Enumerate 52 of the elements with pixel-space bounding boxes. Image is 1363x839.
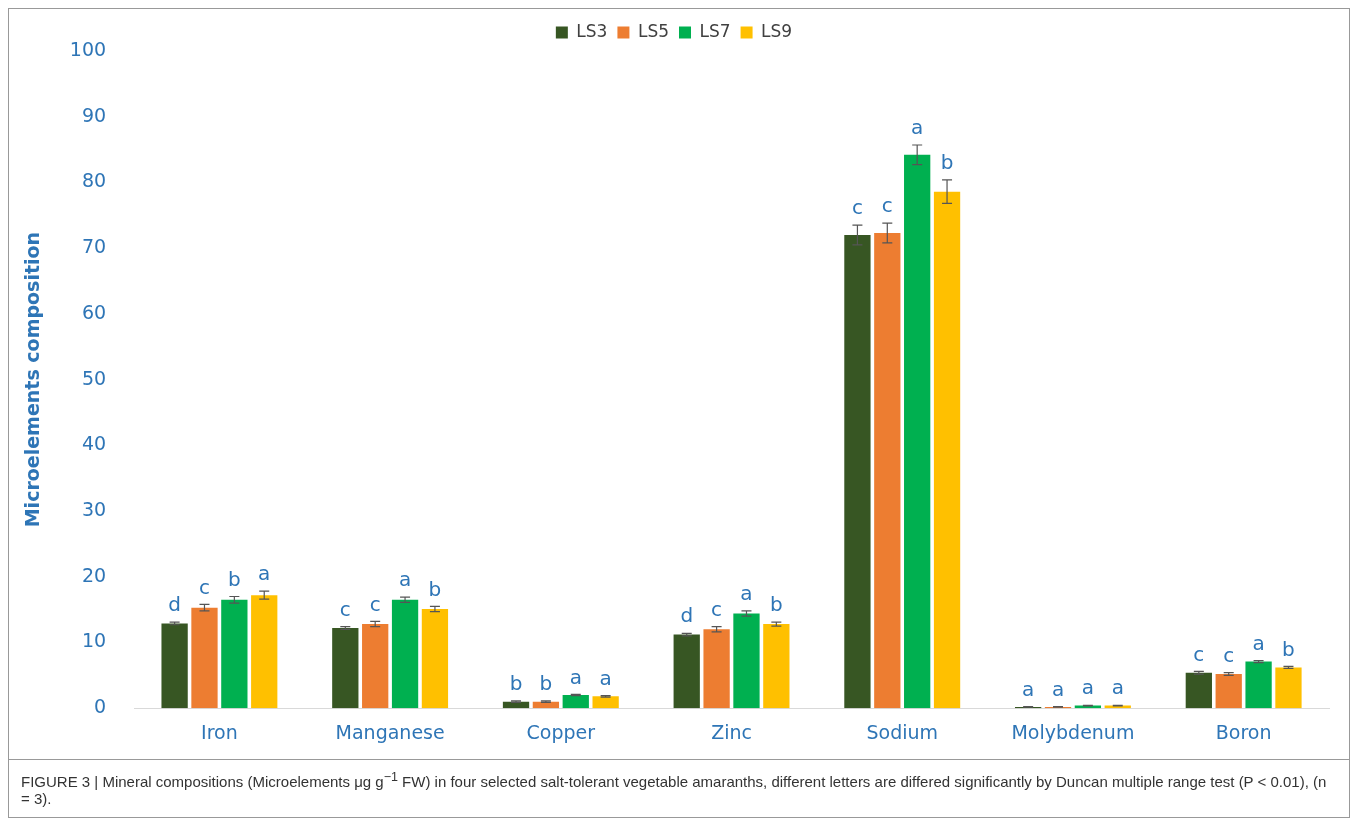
data-label: c xyxy=(1223,642,1235,667)
y-tick-label: 20 xyxy=(81,563,107,586)
x-tick-label: Manganese xyxy=(335,720,445,743)
data-label: c xyxy=(881,193,893,218)
data-label: b xyxy=(539,671,553,696)
data-label: a xyxy=(740,581,753,606)
data-label: c xyxy=(339,596,351,621)
legend-label: LS5 xyxy=(637,20,669,41)
data-label: b xyxy=(769,592,783,617)
data-label: a xyxy=(599,665,612,690)
x-tick-label: Copper xyxy=(526,720,596,743)
data-label: d xyxy=(168,592,181,617)
x-tick-label: Iron xyxy=(201,720,238,743)
legend-label: LS7 xyxy=(699,20,731,41)
y-tick-label: 10 xyxy=(81,629,107,652)
data-label: b xyxy=(1282,636,1295,661)
data-label: a xyxy=(1252,630,1265,655)
data-label: b xyxy=(509,671,523,696)
y-tick-label: 30 xyxy=(81,497,107,520)
y-tick-label: 90 xyxy=(81,103,107,126)
data-label: a xyxy=(911,115,924,140)
data-label: a xyxy=(258,561,271,586)
x-tick-label: Sodium xyxy=(866,720,939,743)
legend-label: LS9 xyxy=(761,20,793,41)
y-axis-title: Microelements composition xyxy=(21,231,44,528)
data-label: a xyxy=(1081,675,1095,700)
y-tick-label: 50 xyxy=(81,366,107,389)
data-label: c xyxy=(851,195,863,220)
y-tick-label: 0 xyxy=(93,695,107,718)
data-label: c xyxy=(369,591,381,616)
text: FIGURE 3 | Mineral compositions (Microelements μg g$^{−1}$ FW) in four selected salt-tolerant vegetable amaranths, different letters are differed significantly by Duncan multiple range test (P < 0.01), (n = 3). xyxy=(21,770,1327,807)
data-label: a xyxy=(398,567,412,592)
x-tick-label: Boron xyxy=(1215,720,1272,743)
legend-label: LS3 xyxy=(576,20,608,41)
x-tick-label: Molybdenum xyxy=(1011,720,1135,743)
y-tick-label: 40 xyxy=(81,432,107,455)
data-label: a xyxy=(1022,676,1035,701)
data-label: c xyxy=(1193,641,1205,666)
y-tick-label: 60 xyxy=(81,300,107,323)
data-label: b xyxy=(940,150,954,175)
y-tick-label: 100 xyxy=(69,37,107,60)
data-label: c xyxy=(711,596,723,621)
data-label: b xyxy=(428,576,442,601)
data-label: b xyxy=(228,566,241,591)
data-label: a xyxy=(1051,676,1065,701)
data-label: d xyxy=(680,603,694,628)
data-label: a xyxy=(569,664,582,689)
y-tick-label: 70 xyxy=(81,235,107,258)
x-tick-label: Zinc xyxy=(711,720,752,743)
data-label: a xyxy=(1111,675,1124,700)
y-tick-label: 80 xyxy=(81,169,107,192)
data-label: c xyxy=(198,574,210,599)
